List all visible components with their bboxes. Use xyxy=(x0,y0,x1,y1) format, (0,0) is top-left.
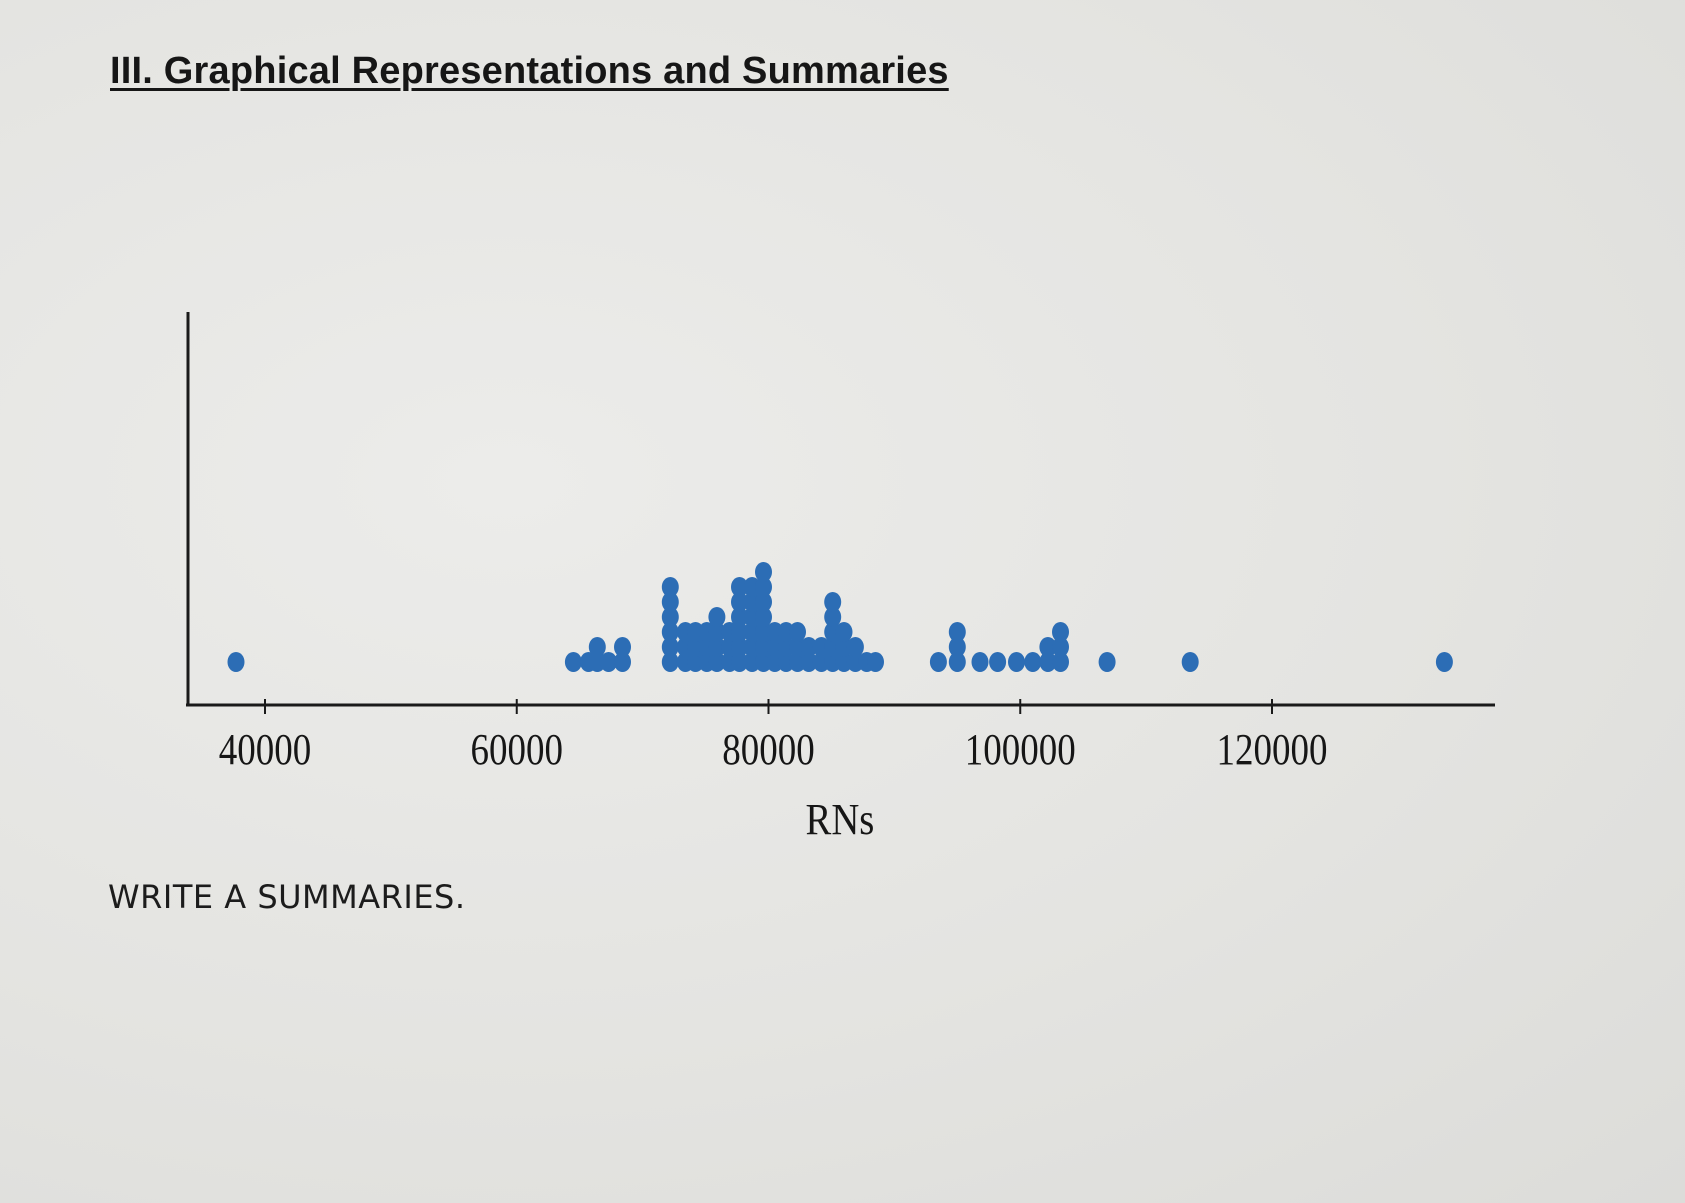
data-dot xyxy=(846,637,864,657)
data-dot xyxy=(731,607,748,627)
data-dot xyxy=(661,592,679,612)
data-dot xyxy=(1008,652,1025,672)
data-dot xyxy=(661,607,679,627)
data-dot xyxy=(1435,652,1453,672)
x-tick-label: 100000 xyxy=(965,725,1076,774)
data-dot xyxy=(661,637,679,657)
data-dot xyxy=(948,637,966,657)
data-dot xyxy=(948,622,966,642)
data-dot xyxy=(800,652,818,672)
data-dot xyxy=(588,637,606,657)
data-dot xyxy=(929,652,947,672)
data-dot xyxy=(1098,652,1116,672)
data-dot xyxy=(661,652,679,672)
data-dot xyxy=(755,562,772,582)
data-dot xyxy=(1052,652,1069,672)
data-dot xyxy=(731,577,748,597)
data-dot xyxy=(989,652,1007,672)
x-tick-label: 80000 xyxy=(722,725,815,774)
data-dot xyxy=(661,577,679,597)
data-dot xyxy=(1181,652,1199,672)
data-dot xyxy=(1052,622,1069,642)
dot-marks xyxy=(227,562,1453,672)
data-dot xyxy=(614,637,631,657)
data-dot xyxy=(789,622,806,642)
data-dot xyxy=(708,637,726,657)
data-dot xyxy=(731,652,748,672)
x-tick-label: 120000 xyxy=(1217,725,1328,774)
data-dot xyxy=(708,622,726,642)
data-dot xyxy=(614,652,631,672)
data-dot xyxy=(835,622,853,642)
data-dot xyxy=(824,592,842,612)
data-dot xyxy=(600,652,618,672)
x-tick-label: 60000 xyxy=(471,725,564,774)
data-dot xyxy=(1024,652,1042,672)
data-dot xyxy=(731,622,748,642)
data-dot xyxy=(708,652,726,672)
data-dot xyxy=(1039,637,1057,657)
data-dot xyxy=(971,652,989,672)
data-dot xyxy=(661,622,679,642)
x-tick-label: 40000 xyxy=(219,725,312,774)
data-dot xyxy=(564,652,582,672)
data-dot xyxy=(867,652,884,672)
data-dot xyxy=(1052,637,1069,657)
data-dot xyxy=(755,592,772,612)
data-dot xyxy=(755,577,772,597)
data-dot xyxy=(948,652,966,672)
data-dot xyxy=(227,652,245,672)
section-heading: III. Graphical Representations and Summa… xyxy=(110,50,949,92)
data-dot xyxy=(755,607,772,627)
data-dot xyxy=(708,607,726,627)
data-dot xyxy=(824,607,842,627)
data-dot xyxy=(731,637,748,657)
x-axis-label: RNs xyxy=(806,795,875,844)
data-dot xyxy=(800,637,818,657)
data-dot xyxy=(731,592,748,612)
data-dot xyxy=(1039,652,1057,672)
summary-prompt: WRITE A SUMMARIES. xyxy=(108,878,466,916)
x-axis-ticks: 40000 60000 80000 100000 120000 xyxy=(219,699,1328,774)
